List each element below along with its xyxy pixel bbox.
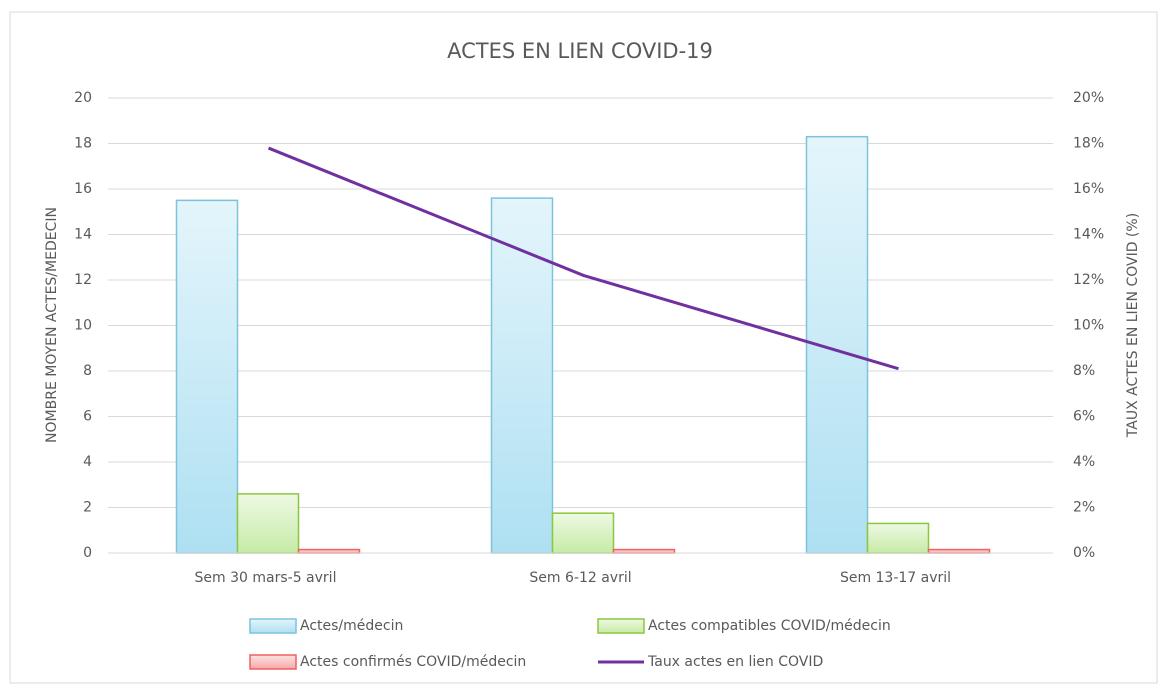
legend-label: Actes confirmés COVID/médecin: [300, 654, 526, 670]
y2-tick-label: 0%: [1073, 545, 1095, 561]
y-axis-label: NOMBRE MOYEN ACTES/MEDECIN: [44, 207, 60, 443]
y-tick-label: 0: [83, 545, 92, 561]
bar: [927, 548, 991, 554]
bar: [175, 199, 239, 554]
bar: [612, 548, 676, 554]
y2-tick-label: 20%: [1073, 90, 1104, 106]
y-tick-label: 4: [83, 454, 92, 470]
y-tick-label: 6: [83, 409, 92, 425]
y-tick-label: 18: [74, 136, 92, 152]
y2-tick-label: 10%: [1073, 318, 1104, 334]
y-tick-label: 12: [74, 272, 92, 288]
bar: [236, 493, 300, 554]
x-tick-label: Sem 13-17 avril: [840, 570, 951, 586]
legend-label: Actes compatibles COVID/médecin: [648, 618, 891, 634]
legend-swatch: [249, 654, 297, 670]
y2-tick-label: 16%: [1073, 181, 1104, 197]
x-tick-label: Sem 6-12 avril: [529, 570, 631, 586]
bar: [551, 512, 615, 554]
y2-tick-label: 12%: [1073, 272, 1104, 288]
y2-tick-label: 18%: [1073, 136, 1104, 152]
bar: [297, 548, 361, 554]
legend-label: Actes/médecin: [300, 618, 403, 634]
legend-label: Taux actes en lien COVID: [647, 654, 823, 670]
y2-tick-label: 8%: [1073, 363, 1095, 379]
y2-axis-label: TAUX ACTES EN LIEN COVID (%): [1125, 213, 1141, 438]
bar: [866, 522, 930, 554]
x-tick-label: Sem 30 mars-5 avril: [195, 570, 337, 586]
y2-tick-label: 4%: [1073, 454, 1095, 470]
y-tick-label: 16: [74, 181, 92, 197]
legend-swatch: [597, 618, 645, 634]
y-tick-label: 20: [74, 90, 92, 106]
line: [267, 146, 899, 371]
y-tick-label: 8: [83, 363, 92, 379]
y-tick-label: 10: [74, 318, 92, 334]
chart-title: ACTES EN LIEN COVID-19: [447, 39, 713, 63]
y-tick-label: 14: [74, 227, 92, 243]
y2-tick-label: 6%: [1073, 409, 1095, 425]
y2-tick-label: 2%: [1073, 500, 1095, 516]
y2-tick-label: 14%: [1073, 227, 1104, 243]
y-tick-label: 2: [83, 500, 92, 516]
legend-swatch: [249, 618, 297, 634]
